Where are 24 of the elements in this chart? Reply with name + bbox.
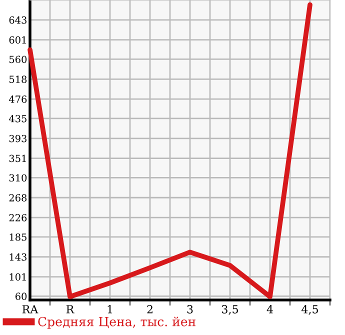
y-tick-label: 435: [8, 114, 26, 122]
y-tick-label: 518: [9, 76, 27, 83]
y-tick-label: 351: [9, 154, 26, 162]
y-tick-label: 143: [10, 253, 26, 261]
y-tick-label: 476: [8, 96, 27, 103]
y-tick-label: 185: [10, 233, 26, 241]
y-tick-label: 310: [9, 174, 27, 182]
y-tick-label: 601: [9, 36, 26, 44]
x-tick-label: 4: [266, 305, 273, 314]
y-tick-label: 393: [9, 134, 26, 142]
x-tick-label: 4,5: [302, 305, 318, 315]
x-tick-label: RA: [22, 305, 38, 314]
x-tick-label: 1: [108, 305, 112, 314]
y-tick-label: 226: [9, 214, 27, 222]
y-tick-label: 560: [9, 56, 27, 64]
y-tick-label: 643: [9, 16, 26, 24]
x-tick-label: 3,5: [222, 305, 238, 315]
legend-label: Средняя Цена, тыс. йен: [38, 316, 196, 329]
x-tick-label: 2: [147, 305, 152, 314]
y-tick-label: 101: [10, 273, 26, 281]
y-tick-label: 268: [9, 194, 27, 202]
x-tick-label: 3: [187, 305, 193, 314]
y-tick-label: 60: [16, 292, 27, 300]
x-tick-label: R: [66, 305, 74, 314]
